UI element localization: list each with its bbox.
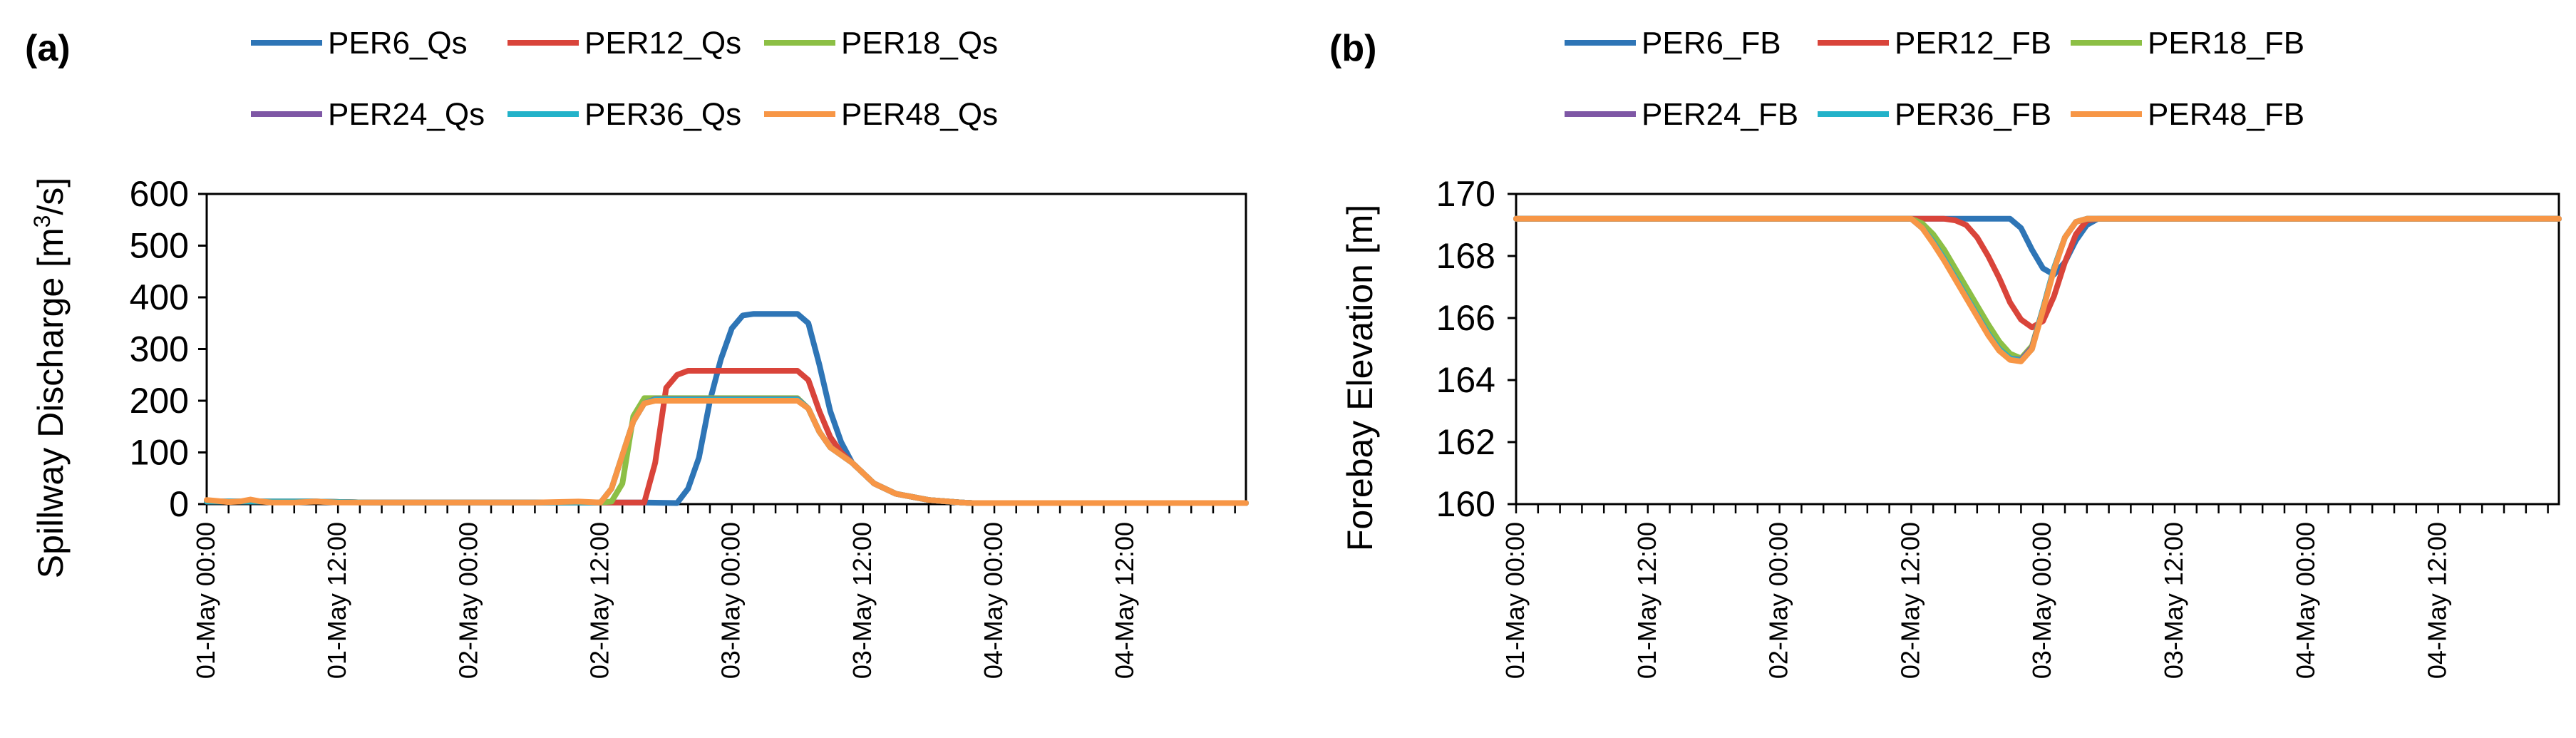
x-tick-label-a-2: 02-May 00:00 (453, 522, 483, 679)
x-tick-label-b-1: 01-May 12:00 (1632, 522, 1661, 679)
y-tick-label-a-4: 400 (130, 277, 189, 317)
y-axis-title-a-post: /s] (31, 178, 71, 215)
y-tick-label-a-6: 600 (130, 174, 189, 214)
y-axis-title-b: Forebay Elevation [m] (1340, 205, 1380, 551)
series-line-per24-qs (204, 396, 1249, 506)
series-line-per6-fb (1513, 215, 2562, 278)
y-tick-label-a-1: 100 (130, 433, 189, 473)
y-axis-title-a-pre: Spillway Discharge [m (31, 227, 71, 578)
legend-label-per24-fb: PER24_FB (1642, 97, 1798, 132)
x-tick-label-a-3: 02-May 12:00 (585, 522, 614, 679)
panel-label-b: (b) (1329, 28, 1376, 69)
x-tick-label-a-7: 04-May 12:00 (1110, 522, 1139, 679)
x-tick-label-b-7: 04-May 12:00 (2423, 522, 2452, 679)
panel-a: (a) PER6_Qs PER12_Qs PER18_Qs PER24_Qs PER36… (25, 26, 1249, 679)
plot-area-a: 0 100 200 300 400 500 600 01-May 00:00 01-May 12… (130, 174, 1249, 679)
y-tick-label-b-1: 162 (1436, 422, 1495, 462)
legend-label-per12-qs: PER12_Qs (584, 26, 741, 61)
y-tick-label-b-4: 168 (1436, 236, 1495, 276)
y-tick-label-a-3: 300 (130, 329, 189, 369)
x-tick-label-b-6: 04-May 00:00 (2291, 522, 2320, 679)
y-tick-label-b-2: 164 (1436, 360, 1495, 400)
panel-b: (b) PER6_FB PER12_FB PER18_FB PER24_FB PER36… (1329, 26, 2562, 679)
x-tick-label-a-1: 01-May 12:00 (322, 522, 351, 679)
y-tick-label-a-2: 200 (130, 381, 189, 421)
y-tick-label-b-3: 166 (1436, 298, 1495, 338)
legend-label-per12-fb: PER12_FB (1895, 26, 2051, 61)
legend-b: PER6_FB PER12_FB PER18_FB PER24_FB PER36_FB P… (1565, 26, 2304, 132)
series-line-per12-qs (204, 368, 1249, 506)
x-tick-label-a-4: 03-May 00:00 (716, 522, 746, 679)
legend-label-per18-qs: PER18_Qs (841, 26, 998, 61)
plot-frame-b (1515, 193, 2560, 506)
legend-label-per48-qs: PER48_Qs (841, 97, 998, 132)
legend-label-per36-qs: PER36_Qs (584, 97, 741, 132)
x-tick-label-a-0: 01-May 00:00 (191, 522, 220, 679)
series-line-per48-fb (1513, 215, 2562, 364)
y-tick-label-a-5: 500 (130, 226, 189, 266)
x-tick-label-b-0: 01-May 00:00 (1500, 522, 1530, 679)
y-axis-title-a-sup: 3 (29, 215, 55, 228)
legend-label-per6-qs: PER6_Qs (328, 26, 468, 61)
plot-area-b: 160 162 164 166 168 170 01-May 00:00 01-May 12:… (1436, 174, 2562, 679)
legend-label-per18-fb: PER18_FB (2148, 26, 2304, 61)
y-axis-title-a: Spillway Discharge [m3/s] (29, 178, 71, 578)
y-tick-label-a-0: 0 (169, 484, 189, 524)
legend-label-per36-fb: PER36_FB (1895, 97, 2051, 132)
legend-label-per48-fb: PER48_FB (2148, 97, 2304, 132)
x-tick-label-b-2: 02-May 00:00 (1764, 522, 1793, 679)
series-line-per18-qs (204, 395, 1249, 506)
panel-label-a: (a) (25, 28, 71, 69)
series-line-per48-qs (204, 398, 1249, 506)
x-tick-label-b-3: 02-May 12:00 (1895, 522, 1925, 679)
y-tick-label-b-5: 170 (1436, 174, 1495, 214)
x-tick-label-b-5: 03-May 12:00 (2159, 522, 2188, 679)
legend-a: PER6_Qs PER12_Qs PER18_Qs PER24_Qs PER36_Qs P… (251, 26, 998, 132)
x-tick-label-b-4: 03-May 00:00 (2027, 522, 2056, 679)
series-line-per12-fb (1513, 215, 2562, 331)
legend-label-per24-qs: PER24_Qs (328, 97, 485, 132)
x-tick-label-a-6: 04-May 00:00 (979, 522, 1008, 679)
series-line-per6-qs (204, 311, 1249, 506)
x-tick-label-a-5: 03-May 12:00 (847, 522, 877, 679)
y-tick-label-b-0: 160 (1436, 484, 1495, 524)
legend-label-per6-fb: PER6_FB (1642, 26, 1781, 61)
series-line-per36-qs (204, 396, 1249, 506)
